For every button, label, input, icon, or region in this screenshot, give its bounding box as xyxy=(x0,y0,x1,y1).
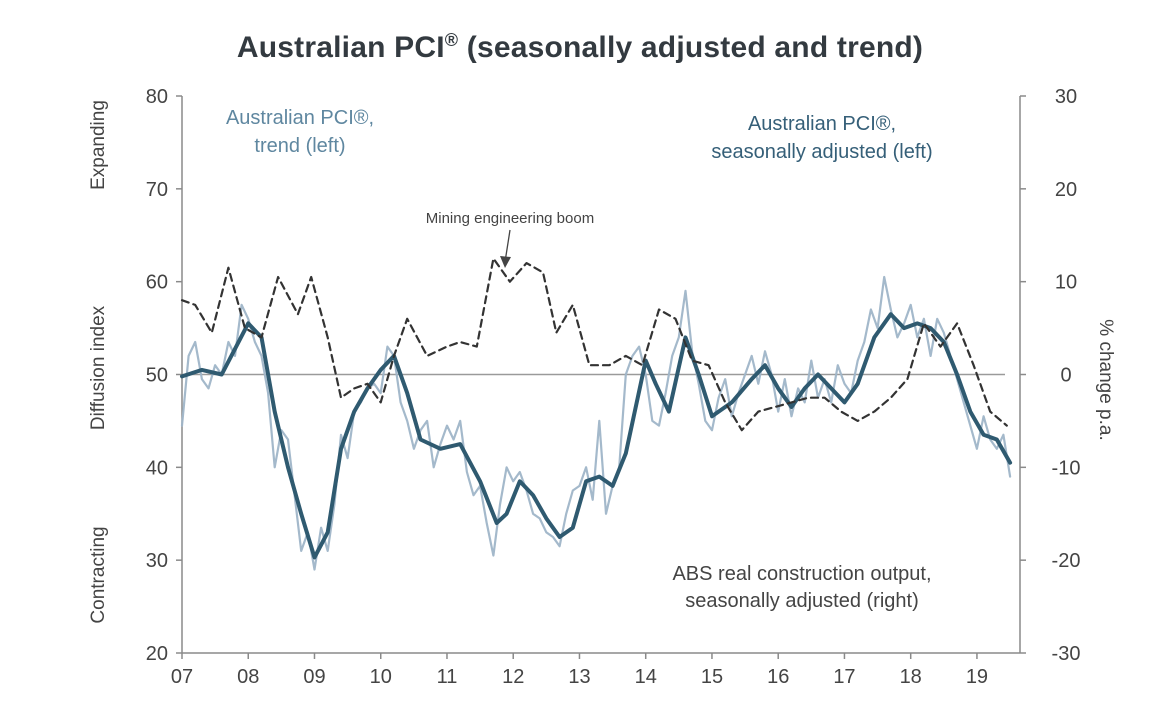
contracting-label: Contracting xyxy=(88,526,109,623)
right-tick-label: 30 xyxy=(1055,86,1077,108)
left-tick-label: 50 xyxy=(146,365,168,387)
series-layer xyxy=(180,257,1013,571)
abs-annotation-line2: seasonally adjusted (right) xyxy=(685,590,918,612)
labels: Diffusion index % change p.a. Expanding Con… xyxy=(88,100,1116,623)
chart-title-text: Australian PCI xyxy=(236,31,445,64)
right-tick-label: -10 xyxy=(1052,457,1081,479)
x-tick-label: 08 xyxy=(237,666,259,688)
mining-boom-arrowhead xyxy=(500,256,511,268)
right-axis-title: % change p.a. xyxy=(1095,319,1116,440)
left-tick-label: 60 xyxy=(146,272,168,294)
chart-title-mark: ® xyxy=(444,30,459,50)
sa-annotation-line2: seasonally adjusted (left) xyxy=(711,141,932,163)
series-abs-construction-output xyxy=(180,257,1008,432)
trend-annotation-line2: trend (left) xyxy=(254,135,345,157)
x-tick-label: 14 xyxy=(635,666,657,688)
x-tick-label: 09 xyxy=(303,666,325,688)
x-tick-label: 13 xyxy=(568,666,590,688)
left-tick-label: 30 xyxy=(146,550,168,572)
chart-title: Australian PCI® (seasonally adjusted and… xyxy=(0,30,1160,65)
series-pci-seasonally-adjusted xyxy=(180,275,1012,571)
x-tick-label: 17 xyxy=(833,666,855,688)
left-tick-label: 80 xyxy=(146,86,168,108)
trend-annotation-line1: Australian PCI®, xyxy=(226,107,374,129)
right-tick-label: 20 xyxy=(1055,179,1077,201)
left-axis-title: Diffusion index xyxy=(88,305,109,430)
chart-title-suffix: (seasonally adjusted and trend) xyxy=(458,31,924,64)
x-tick-label: 15 xyxy=(701,666,723,688)
left-tick-label: 70 xyxy=(146,179,168,201)
x-tick-label: 18 xyxy=(900,666,922,688)
expanding-label: Expanding xyxy=(88,100,109,190)
series-pci-trend xyxy=(180,312,1013,560)
left-tick-label: 20 xyxy=(146,643,168,665)
right-tick-label: -30 xyxy=(1052,643,1081,665)
x-tick-label: 07 xyxy=(171,666,193,688)
abs-annotation-line1: ABS real construction output, xyxy=(672,563,931,585)
mining-boom-annotation: Mining engineering boom xyxy=(426,210,594,227)
x-tick-label: 16 xyxy=(767,666,789,688)
sa-annotation-line1: Australian PCI®, xyxy=(748,113,896,135)
x-tick-label: 10 xyxy=(370,666,392,688)
left-tick-label: 40 xyxy=(146,457,168,479)
x-tick-label: 12 xyxy=(502,666,524,688)
right-tick-label: 10 xyxy=(1055,272,1077,294)
x-tick-label: 11 xyxy=(437,666,458,688)
x-tick-label: 19 xyxy=(966,666,988,688)
axes: 20 30 40 50 60 70 80 -30 -20 -10 0 10 20 30 07 08 09 10 11… xyxy=(146,86,1081,688)
right-tick-label: -20 xyxy=(1052,550,1081,572)
right-tick-label: 0 xyxy=(1060,365,1071,387)
